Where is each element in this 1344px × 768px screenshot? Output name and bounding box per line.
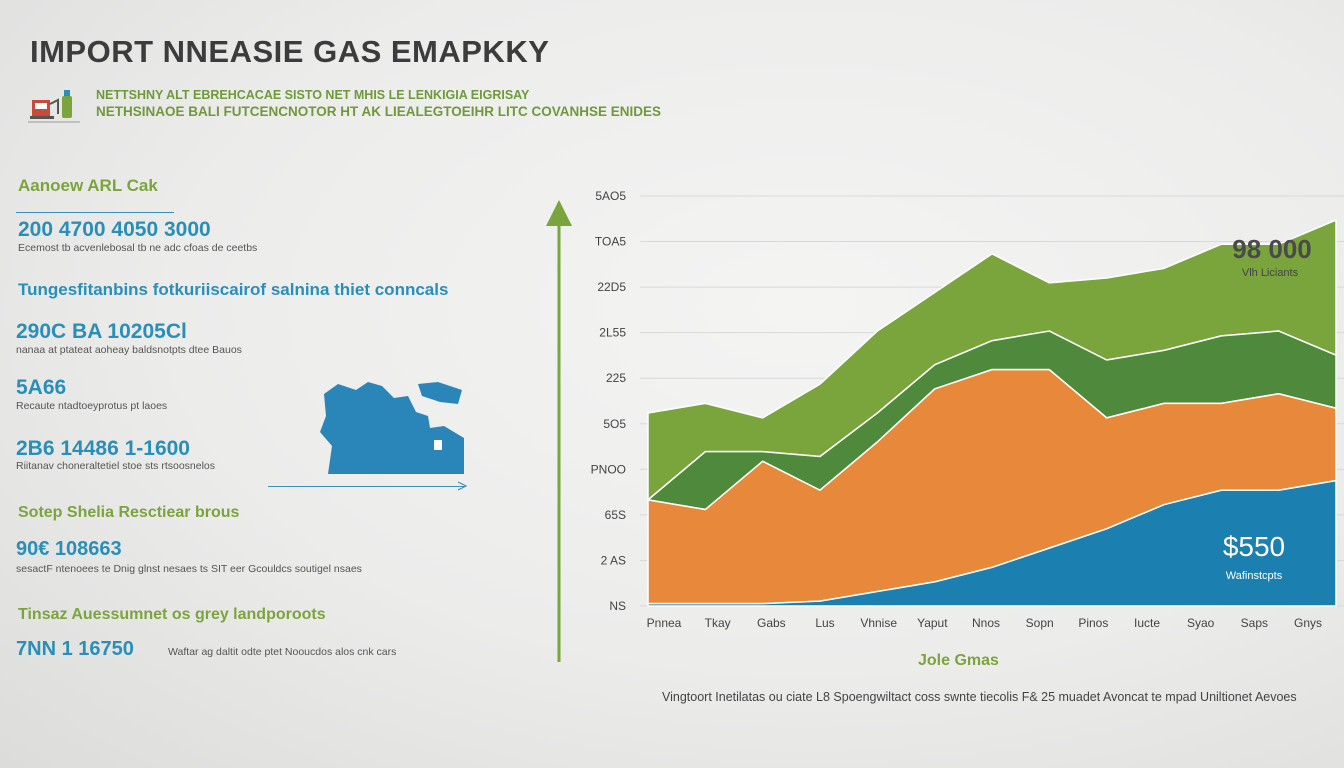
gas-station-icon [28,90,80,123]
kpi-desc-4: Riitanav choneraltetiel stoe sts rtsoosn… [16,460,216,472]
area-series-0 [647,479,1337,607]
header-subtitle-2: NETHSINAOE BALI FUTCENCNOTOR HT AK LIEAL… [96,104,662,119]
y-tick-label: 225 [606,371,626,385]
x-tick-label: Syao [1187,616,1215,630]
kpi-value-1: 200 4700 4050 3000 [18,218,211,241]
section-title-3: Sotep Shelia Resctiear brous [18,504,240,521]
section-divider [16,212,174,213]
x-axis-label: Jole Gmas [918,652,999,669]
y-tick-label: TOA5 [595,235,626,249]
x-tick-label: Pnnea [647,616,682,630]
map-divider [268,486,464,487]
x-tick-label: Gnys [1294,616,1322,630]
kpi-value-2: 290C BA 10205Cl [16,320,187,343]
annotation-value: 98 000 [1232,234,1312,264]
y-tick-label: PNOO [591,462,626,476]
kpi-desc-1: Ecemost tb acvenlebosal tb ne adc cfoas … [18,242,258,254]
kpi-desc-2: nanaa at ptateat aoheay baldsnotpts dtee… [16,344,242,356]
growth-arrow-icon [546,200,572,662]
x-tick-label: Lus [815,616,834,630]
y-tick-label: 22D5 [597,280,626,294]
kpi-value-3: 5A66 [16,376,67,399]
kpi-desc-5: sesactF ntenoees te Dnig glnst nesaes ts… [16,563,362,575]
x-tick-label: Tkay [705,616,731,630]
x-tick-label: Iucte [1134,616,1160,630]
y-tick-label: 5O5 [603,417,626,431]
x-tick-label: Nnos [972,616,1000,630]
y-tick-label: 65S [605,508,626,522]
x-tick-label: Pinos [1078,616,1108,630]
kpi-value-5: 90€ 108663 [16,538,122,560]
x-tick-label: Sopn [1026,616,1054,630]
x-tick-label: Yaput [917,616,948,630]
annotation-label: Vlh Liciants [1242,267,1299,279]
x-tick-label: Vhnise [860,616,897,630]
y-tick-label: 5AO5 [595,189,626,203]
footnote: Vingtoort Inetilatas ou ciate L8 Spoengw… [662,690,1297,704]
section-title-4: Tinsaz Auessumnet os grey landporoots [18,606,326,623]
map-icon [320,382,464,474]
y-tick-label: NS [609,599,626,613]
x-tick-label: Gabs [757,616,786,630]
y-tick-label: 2L55 [599,326,626,340]
kpi-value-4: 2B6 14486 1-1600 [16,437,190,460]
annotation-value: $550 [1223,531,1285,562]
y-tick-label: 2 AS [601,553,626,567]
page-title: IMPORT NNEASIE GAS EMAPKKY [30,34,550,69]
kpi-desc-3: Recaute ntadtoeyprotus pt laoes [16,400,168,412]
header-subtitle-1: NETTSHNY ALT EBREHCACAE SISTO NET MHIS L… [96,88,530,102]
arrow-head-icon [458,481,468,491]
x-tick-label: Saps [1241,616,1268,630]
annotation-label: Wafinstcpts [1226,570,1283,582]
section-title-1: Aanoew ARL Cak [18,176,158,195]
kpi-value-6: 7NN 1 16750 [16,638,134,660]
section-title-2: Tungesfitanbins fotkuriiscairof salnina … [18,280,449,299]
kpi-desc-6: Waftar ag daltit odte ptet Nooucdos alos… [168,646,397,658]
